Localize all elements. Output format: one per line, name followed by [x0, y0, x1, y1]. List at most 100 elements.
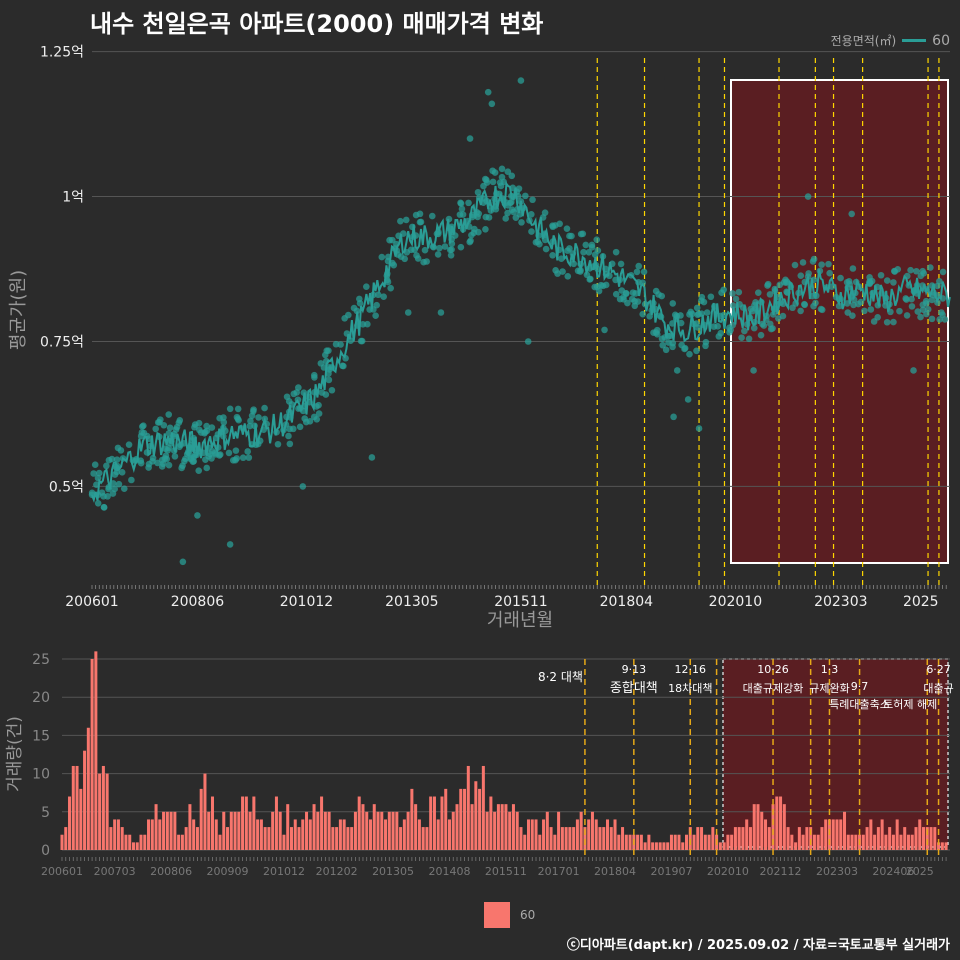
volume-bar: [481, 765, 485, 850]
price-point: [118, 468, 126, 476]
price-point: [602, 281, 610, 289]
volume-bar: [677, 834, 681, 850]
price-point: [927, 264, 934, 271]
x-tick-label-bottom: 201012: [263, 865, 305, 878]
price-point: [837, 274, 844, 282]
price-point: [673, 367, 681, 374]
x-tick-label-top: 2025: [903, 594, 939, 610]
legend-bar-swatch: [484, 902, 510, 928]
price-point: [659, 341, 667, 349]
volume-bar: [421, 827, 425, 850]
price-point: [522, 192, 529, 200]
price-point: [483, 176, 490, 184]
price-point: [754, 289, 762, 296]
volume-bar: [944, 842, 948, 850]
price-point: [529, 196, 536, 204]
volume-bar: [68, 796, 72, 850]
price-point: [171, 453, 179, 460]
price-point: [677, 319, 685, 327]
volume-bar: [402, 819, 406, 850]
price-point: [524, 338, 532, 345]
price-point: [363, 283, 370, 290]
price-point: [941, 316, 949, 323]
price-point: [902, 295, 910, 302]
volume-bar: [361, 804, 365, 850]
price-point: [804, 193, 812, 200]
price-point: [735, 288, 743, 296]
volume-bar: [790, 834, 794, 850]
volume-bar: [267, 827, 271, 850]
price-point: [458, 205, 466, 213]
volume-bar: [222, 811, 226, 850]
price-point: [285, 432, 292, 440]
price-point: [176, 417, 184, 424]
y-tick-label-top: 0.75억: [40, 334, 84, 350]
volume-bar: [496, 804, 500, 850]
volume-bar: [594, 819, 598, 850]
price-point: [313, 415, 321, 423]
volume-bar: [628, 834, 632, 850]
price-point: [416, 218, 424, 226]
price-point: [337, 341, 344, 348]
price-point: [870, 318, 878, 325]
volume-bar: [169, 811, 173, 850]
price-point: [195, 419, 203, 427]
volume-bar: [376, 811, 380, 850]
price-point: [289, 425, 297, 433]
volume-bar: [760, 811, 764, 850]
policy-label: 6·27: [926, 663, 951, 676]
volume-bar: [410, 788, 414, 850]
volume-bar: [741, 827, 745, 850]
price-point: [809, 258, 817, 265]
price-point: [484, 88, 492, 96]
volume-bar: [748, 827, 752, 850]
price-point: [586, 276, 594, 283]
policy-label: 규제완화: [809, 682, 849, 695]
price-point: [694, 324, 702, 331]
x-tick-label-top: 201511: [494, 594, 547, 610]
volume-bar: [530, 819, 534, 850]
price-point: [707, 293, 715, 301]
price-point: [890, 279, 897, 286]
price-point: [801, 301, 809, 309]
y-tick-label-bottom: 10: [32, 767, 50, 783]
price-point: [359, 321, 367, 328]
price-point: [104, 493, 111, 500]
price-point: [693, 304, 701, 312]
volume-bar: [587, 819, 591, 850]
footer-credit: ⓒ디아파트(dapt.kr) / 2025.09.02 / 자료=국토교통부 실…: [566, 938, 950, 953]
price-point: [466, 135, 474, 142]
price-point: [631, 297, 638, 305]
price-point: [165, 430, 173, 437]
volume-bar: [624, 834, 628, 850]
volume-bar: [338, 819, 342, 850]
price-point: [286, 440, 294, 448]
volume-bar: [654, 842, 658, 850]
price-point: [137, 459, 145, 467]
price-point: [810, 302, 817, 310]
volume-bar: [809, 827, 813, 850]
price-point: [779, 312, 787, 320]
x-tick-label-top: 200601: [65, 594, 118, 610]
volume-bar: [474, 781, 478, 850]
volume-bar: [523, 834, 527, 850]
volume-bar: [447, 819, 451, 850]
volume-bar: [372, 804, 376, 850]
volume-bar: [432, 796, 436, 850]
price-point: [714, 323, 722, 330]
price-point: [563, 225, 571, 232]
price-point: [296, 423, 304, 431]
price-point: [216, 414, 223, 422]
volume-bar: [910, 834, 914, 850]
price-point: [380, 293, 387, 300]
price-point: [310, 371, 318, 379]
price-point: [356, 295, 363, 303]
price-point: [556, 220, 563, 228]
price-point: [441, 243, 449, 250]
volume-bar: [839, 819, 843, 850]
price-point: [194, 512, 201, 519]
volume-bar: [519, 827, 523, 850]
volume-bar: [925, 827, 929, 850]
price-point: [850, 301, 857, 309]
